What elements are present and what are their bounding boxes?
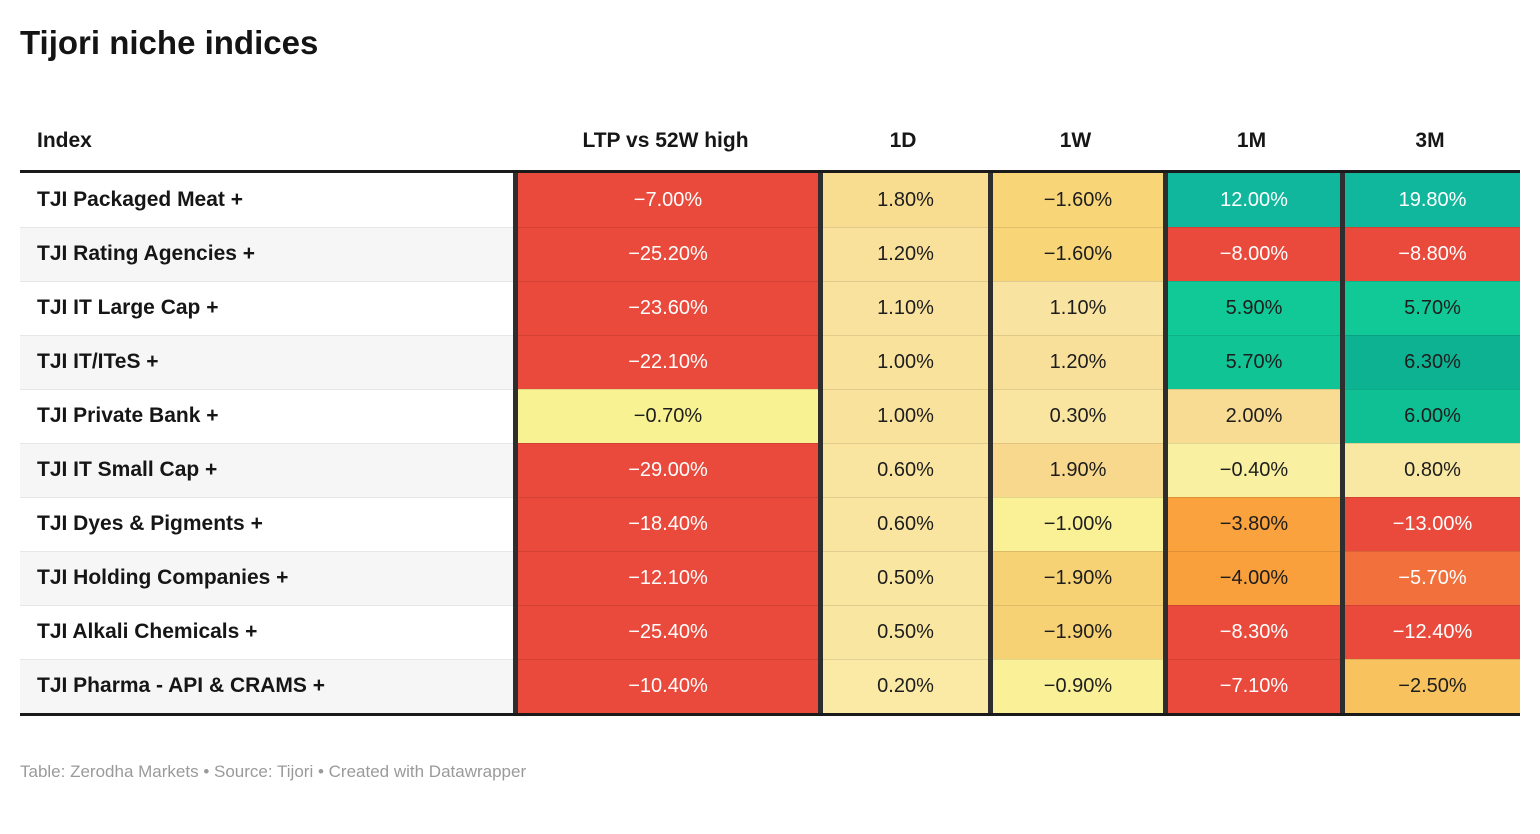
index-cell[interactable]: TJI Pharma - API & CRAMS + bbox=[20, 659, 513, 713]
value-cell: −25.40% bbox=[513, 605, 818, 659]
value-cell: 1.00% bbox=[818, 335, 988, 389]
value-cell: 12.00% bbox=[1163, 173, 1340, 227]
attribution: Table: Zerodha Markets • Source: Tijori … bbox=[20, 762, 1520, 782]
index-cell[interactable]: TJI Packaged Meat + bbox=[20, 173, 513, 227]
value-cell: 0.50% bbox=[818, 605, 988, 659]
index-cell[interactable]: TJI Dyes & Pigments + bbox=[20, 497, 513, 551]
value-cell: −18.40% bbox=[513, 497, 818, 551]
table-row: TJI IT/ITeS + −22.10% 1.00% 1.20% 5.70% 6.30% bbox=[20, 335, 1520, 389]
indices-table: Index LTP vs 52W high 1D 1W 1M 3M TJI Pa… bbox=[20, 112, 1520, 716]
attribution-table-label: Table: bbox=[20, 762, 71, 781]
value-cell: −1.00% bbox=[988, 497, 1163, 551]
value-cell: −3.80% bbox=[1163, 497, 1340, 551]
value-cell: −22.10% bbox=[513, 335, 818, 389]
value-cell: −1.60% bbox=[988, 173, 1163, 227]
table-row: TJI IT Large Cap + −23.60% 1.10% 1.10% 5.90%… bbox=[20, 281, 1520, 335]
value-cell: −7.10% bbox=[1163, 659, 1340, 713]
value-cell: −25.20% bbox=[513, 227, 818, 281]
value-cell: 2.00% bbox=[1163, 389, 1340, 443]
index-cell[interactable]: TJI Rating Agencies + bbox=[20, 227, 513, 281]
index-cell[interactable]: TJI Holding Companies + bbox=[20, 551, 513, 605]
column-header-1w: 1W bbox=[1059, 129, 1092, 152]
value-cell: −0.70% bbox=[513, 389, 818, 443]
attribution-credit-label: Created with bbox=[328, 762, 429, 781]
table-body: TJI Packaged Meat + −7.00% 1.80% −1.60% 12.0… bbox=[20, 173, 1520, 716]
value-cell: −23.60% bbox=[513, 281, 818, 335]
value-cell: −0.90% bbox=[988, 659, 1163, 713]
datawrapper-table-page: Tijori niche indices Index LTP vs 52W hi… bbox=[0, 24, 1540, 782]
table-row: TJI Dyes & Pigments + −18.40% 0.60% −1.00% −… bbox=[20, 497, 1520, 551]
value-cell: −12.40% bbox=[1340, 605, 1520, 659]
value-cell: −1.90% bbox=[988, 551, 1163, 605]
value-cell: −1.60% bbox=[988, 227, 1163, 281]
value-cell: −8.00% bbox=[1163, 227, 1340, 281]
table-row: TJI Private Bank + −0.70% 1.00% 0.30% 2.00% 6… bbox=[20, 389, 1520, 443]
column-header-1d: 1D bbox=[889, 129, 917, 152]
value-cell: 1.00% bbox=[818, 389, 988, 443]
index-cell[interactable]: TJI IT/ITeS + bbox=[20, 335, 513, 389]
value-cell: −1.90% bbox=[988, 605, 1163, 659]
index-cell[interactable]: TJI IT Small Cap + bbox=[20, 443, 513, 497]
column-header-index: Index bbox=[37, 129, 92, 152]
index-cell[interactable]: TJI IT Large Cap + bbox=[20, 281, 513, 335]
value-cell: −13.00% bbox=[1340, 497, 1520, 551]
value-cell: 19.80% bbox=[1340, 173, 1520, 227]
value-cell: 0.80% bbox=[1340, 443, 1520, 497]
attribution-source-link[interactable]: Tijori bbox=[277, 762, 314, 781]
column-header-1m: 1M bbox=[1236, 129, 1267, 152]
value-cell: −10.40% bbox=[513, 659, 818, 713]
index-cell[interactable]: TJI Alkali Chemicals + bbox=[20, 605, 513, 659]
value-cell: −8.30% bbox=[1163, 605, 1340, 659]
value-cell: 5.70% bbox=[1163, 335, 1340, 389]
column-header-ltp-52w: LTP vs 52W high bbox=[582, 129, 749, 152]
value-cell: 1.10% bbox=[818, 281, 988, 335]
value-cell: 0.30% bbox=[988, 389, 1163, 443]
table-row: TJI Rating Agencies + −25.20% 1.20% −1.60% −… bbox=[20, 227, 1520, 281]
value-cell: 0.50% bbox=[818, 551, 988, 605]
page-title: Tijori niche indices bbox=[20, 24, 319, 61]
value-cell: 0.60% bbox=[818, 443, 988, 497]
value-cell: −5.70% bbox=[1340, 551, 1520, 605]
value-cell: −29.00% bbox=[513, 443, 818, 497]
value-cell: 1.20% bbox=[818, 227, 988, 281]
value-cell: 1.20% bbox=[988, 335, 1163, 389]
attribution-source-label: Source: bbox=[214, 762, 278, 781]
value-cell: 0.60% bbox=[818, 497, 988, 551]
value-cell: −8.80% bbox=[1340, 227, 1520, 281]
table-row: TJI IT Small Cap + −29.00% 0.60% 1.90% −0.40… bbox=[20, 443, 1520, 497]
value-cell: 1.90% bbox=[988, 443, 1163, 497]
value-cell: 6.00% bbox=[1340, 389, 1520, 443]
value-cell: −2.50% bbox=[1340, 659, 1520, 713]
table-row: TJI Alkali Chemicals + −25.40% 0.50% −1.90%… bbox=[20, 605, 1520, 659]
value-cell: 0.20% bbox=[818, 659, 988, 713]
index-cell[interactable]: TJI Private Bank + bbox=[20, 389, 513, 443]
table-row: TJI Packaged Meat + −7.00% 1.80% −1.60% 12.0… bbox=[20, 173, 1520, 227]
table-header-row: Index LTP vs 52W high 1D 1W 1M 3M bbox=[20, 112, 1520, 173]
value-cell: 1.10% bbox=[988, 281, 1163, 335]
table-row: TJI Pharma - API & CRAMS + −10.40% 0.20% −0… bbox=[20, 659, 1520, 713]
table-row: TJI Holding Companies + −12.10% 0.50% −1.90… bbox=[20, 551, 1520, 605]
attribution-separator: • bbox=[198, 762, 214, 781]
value-cell: 1.80% bbox=[818, 173, 988, 227]
attribution-credit-link[interactable]: Datawrapper bbox=[428, 762, 527, 781]
value-cell: −7.00% bbox=[513, 173, 818, 227]
attribution-separator: • bbox=[313, 762, 329, 781]
value-cell: −12.10% bbox=[513, 551, 818, 605]
attribution-table-link[interactable]: Zerodha Markets bbox=[70, 762, 199, 781]
value-cell: 6.30% bbox=[1340, 335, 1520, 389]
value-cell: 5.70% bbox=[1340, 281, 1520, 335]
value-cell: 5.90% bbox=[1163, 281, 1340, 335]
value-cell: −0.40% bbox=[1163, 443, 1340, 497]
column-header-3m: 3M bbox=[1415, 129, 1445, 152]
value-cell: −4.00% bbox=[1163, 551, 1340, 605]
